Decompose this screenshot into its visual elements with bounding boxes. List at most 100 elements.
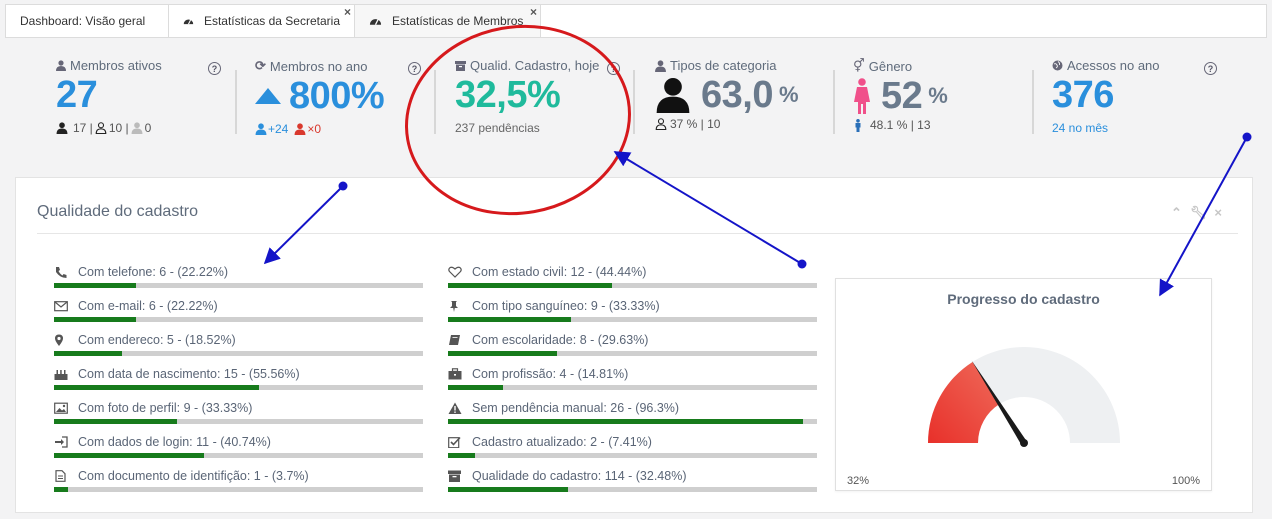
progress-bar-fill bbox=[448, 487, 568, 492]
sign-in-icon bbox=[55, 436, 68, 448]
metric-label-row: Com telefone: 6 - (22.22%) bbox=[54, 264, 423, 280]
close-icon[interactable]: × bbox=[1214, 205, 1222, 220]
sub-text: 37 % | 10 bbox=[670, 117, 721, 131]
stat-label: Membros no ano bbox=[269, 58, 368, 74]
metric-label-row: Com data de nascimento: 15 - (55.56%) bbox=[54, 366, 423, 382]
metric-row: Com profissão: 4 - (14.81%) bbox=[448, 366, 817, 396]
stat-qualid-cadastro: Qualid. Cadastro, hoje ? 32,5% 237 pendê… bbox=[455, 58, 625, 158]
progress-bar-fill bbox=[54, 487, 68, 492]
stat-value: 27 bbox=[56, 74, 98, 116]
divider bbox=[633, 70, 635, 134]
annotation-arrow bbox=[263, 181, 348, 265]
metric-label-row: Com documento de identifição: 1 - (3.7%) bbox=[54, 468, 423, 484]
metric-label-row: Com dados de login: 11 - (40.74%) bbox=[54, 434, 423, 450]
stat-label-row: Acessos no ano bbox=[1052, 58, 1222, 73]
user-outline-icon bbox=[95, 122, 107, 134]
tab-estatisticas-secretaria[interactable]: Estatísticas da Secretaria × bbox=[169, 5, 355, 37]
stat-sub: +24 ×0 bbox=[255, 122, 425, 136]
progress-bar-fill bbox=[54, 283, 136, 288]
progress-bar bbox=[54, 385, 423, 390]
dashboard-icon bbox=[183, 19, 194, 25]
sub-count-a: 17 | bbox=[73, 121, 93, 135]
collapse-icon[interactable]: ⌃ bbox=[1170, 205, 1182, 220]
progress-bar-fill bbox=[54, 419, 177, 424]
metric-row: Com data de nascimento: 15 - (55.56%) bbox=[54, 366, 423, 396]
annotation-arrow bbox=[613, 151, 807, 269]
metric-row: Com dados de login: 11 - (40.74%) bbox=[54, 434, 423, 464]
stat-value: 32,5% bbox=[455, 74, 561, 116]
stat-value: 800% bbox=[289, 75, 385, 117]
book-icon bbox=[449, 335, 460, 345]
gauge-fill bbox=[928, 361, 1000, 443]
progress-bar bbox=[54, 487, 423, 492]
help-icon[interactable]: ? bbox=[208, 62, 221, 75]
metric-label-row: Sem pendência manual: 26 - (96.3%) bbox=[448, 400, 817, 416]
gauge-chart bbox=[928, 347, 1120, 447]
female-icon bbox=[854, 78, 870, 114]
metric-label-row: Cadastro atualizado: 2 - (7.41%) bbox=[448, 434, 817, 450]
tab-dashboard-visao-geral[interactable]: Dashboard: Visão geral bbox=[6, 5, 169, 37]
metric-row: Com documento de identifição: 1 - (3.7%) bbox=[54, 468, 423, 498]
stat-value: 63,0 bbox=[701, 74, 773, 116]
metric-label-row: Com e-mail: 6 - (22.22%) bbox=[54, 298, 423, 314]
stat-value-row: 52 % bbox=[853, 74, 1023, 118]
stat-label-row: Membros ativos bbox=[56, 58, 221, 73]
check-square-icon bbox=[448, 436, 461, 448]
metric-label: Com foto de perfil: 9 - (33.33%) bbox=[78, 401, 253, 415]
tab-label: Dashboard: Visão geral bbox=[20, 14, 146, 28]
metric-label-row: Com foto de perfil: 9 - (33.33%) bbox=[54, 400, 423, 416]
envelope-icon bbox=[54, 301, 68, 312]
progress-bar bbox=[448, 317, 817, 322]
user-outline-icon bbox=[655, 118, 667, 130]
divider bbox=[1032, 70, 1034, 134]
progress-bar bbox=[54, 419, 423, 424]
close-icon[interactable]: × bbox=[343, 5, 351, 19]
help-icon[interactable]: ? bbox=[408, 62, 421, 75]
progress-bar-fill bbox=[54, 385, 260, 390]
stat-membros-ativos: Membros ativos ? 27 17 | 10 | 0 bbox=[56, 58, 221, 158]
stat-label: Tipos de categoria bbox=[670, 58, 777, 73]
stat-sub: 237 pendências bbox=[455, 121, 540, 135]
warning-icon bbox=[448, 402, 462, 414]
stat-label: Gênero bbox=[868, 58, 913, 74]
gender-icon: ⚥ bbox=[853, 58, 865, 73]
metric-label: Com documento de identifição: 1 - (3.7%) bbox=[78, 469, 309, 483]
progress-bar-fill bbox=[448, 351, 558, 356]
progress-bar-fill bbox=[448, 453, 476, 458]
stat-value: 52 bbox=[881, 75, 923, 117]
stat-value-row: 63,0 % bbox=[655, 73, 825, 117]
user-icon bbox=[56, 60, 66, 71]
document-icon bbox=[55, 470, 66, 482]
heart-icon bbox=[448, 266, 462, 278]
stat-tipos-categoria: Tipos de categoria 63,0 % 37 % | 10 bbox=[655, 58, 825, 158]
tab-bar: Dashboard: Visão geral Estatísticas da S… bbox=[5, 4, 1267, 38]
tab-label: Estatísticas de Membros bbox=[392, 14, 524, 28]
metric-row: Cadastro atualizado: 2 - (7.41%) bbox=[448, 434, 817, 464]
stat-sub: 48.1 % | 13 bbox=[853, 118, 1023, 132]
metric-label: Com escolaridade: 8 - (29.63%) bbox=[472, 333, 649, 347]
stat-sub: 24 no mês bbox=[1052, 121, 1109, 135]
metric-label: Com e-mail: 6 - (22.22%) bbox=[78, 299, 218, 313]
stat-sub: 17 | 10 | 0 bbox=[56, 121, 221, 135]
annotation-circle bbox=[405, 24, 631, 216]
user-faded-icon bbox=[131, 122, 143, 134]
progress-bar bbox=[448, 487, 817, 492]
stat-label-row: ⚥ Gênero bbox=[853, 58, 1023, 74]
progress-bar-fill bbox=[448, 419, 804, 424]
user-large-icon bbox=[656, 77, 690, 113]
metric-row: Qualidade do cadastro: 114 - (32.48%) bbox=[448, 468, 817, 498]
tab-label: Estatísticas da Secretaria bbox=[203, 14, 340, 28]
progress-bar-fill bbox=[54, 351, 123, 356]
picture-icon bbox=[54, 402, 68, 414]
divider bbox=[833, 70, 835, 134]
stat-sub: 37 % | 10 bbox=[655, 117, 825, 131]
metric-row: Com tipo sanguíneo: 9 - (33.33%) bbox=[448, 298, 817, 328]
help-icon[interactable]: ? bbox=[1204, 62, 1217, 75]
close-icon[interactable]: × bbox=[529, 5, 537, 19]
phone-icon bbox=[56, 267, 67, 278]
added-count: +24 bbox=[268, 122, 289, 136]
progress-bar-fill bbox=[448, 385, 503, 390]
removed-count: ×0 bbox=[307, 122, 322, 136]
tab-estatisticas-membros[interactable]: Estatísticas de Membros × bbox=[355, 5, 541, 37]
sub-count-b: 10 | bbox=[108, 121, 129, 135]
